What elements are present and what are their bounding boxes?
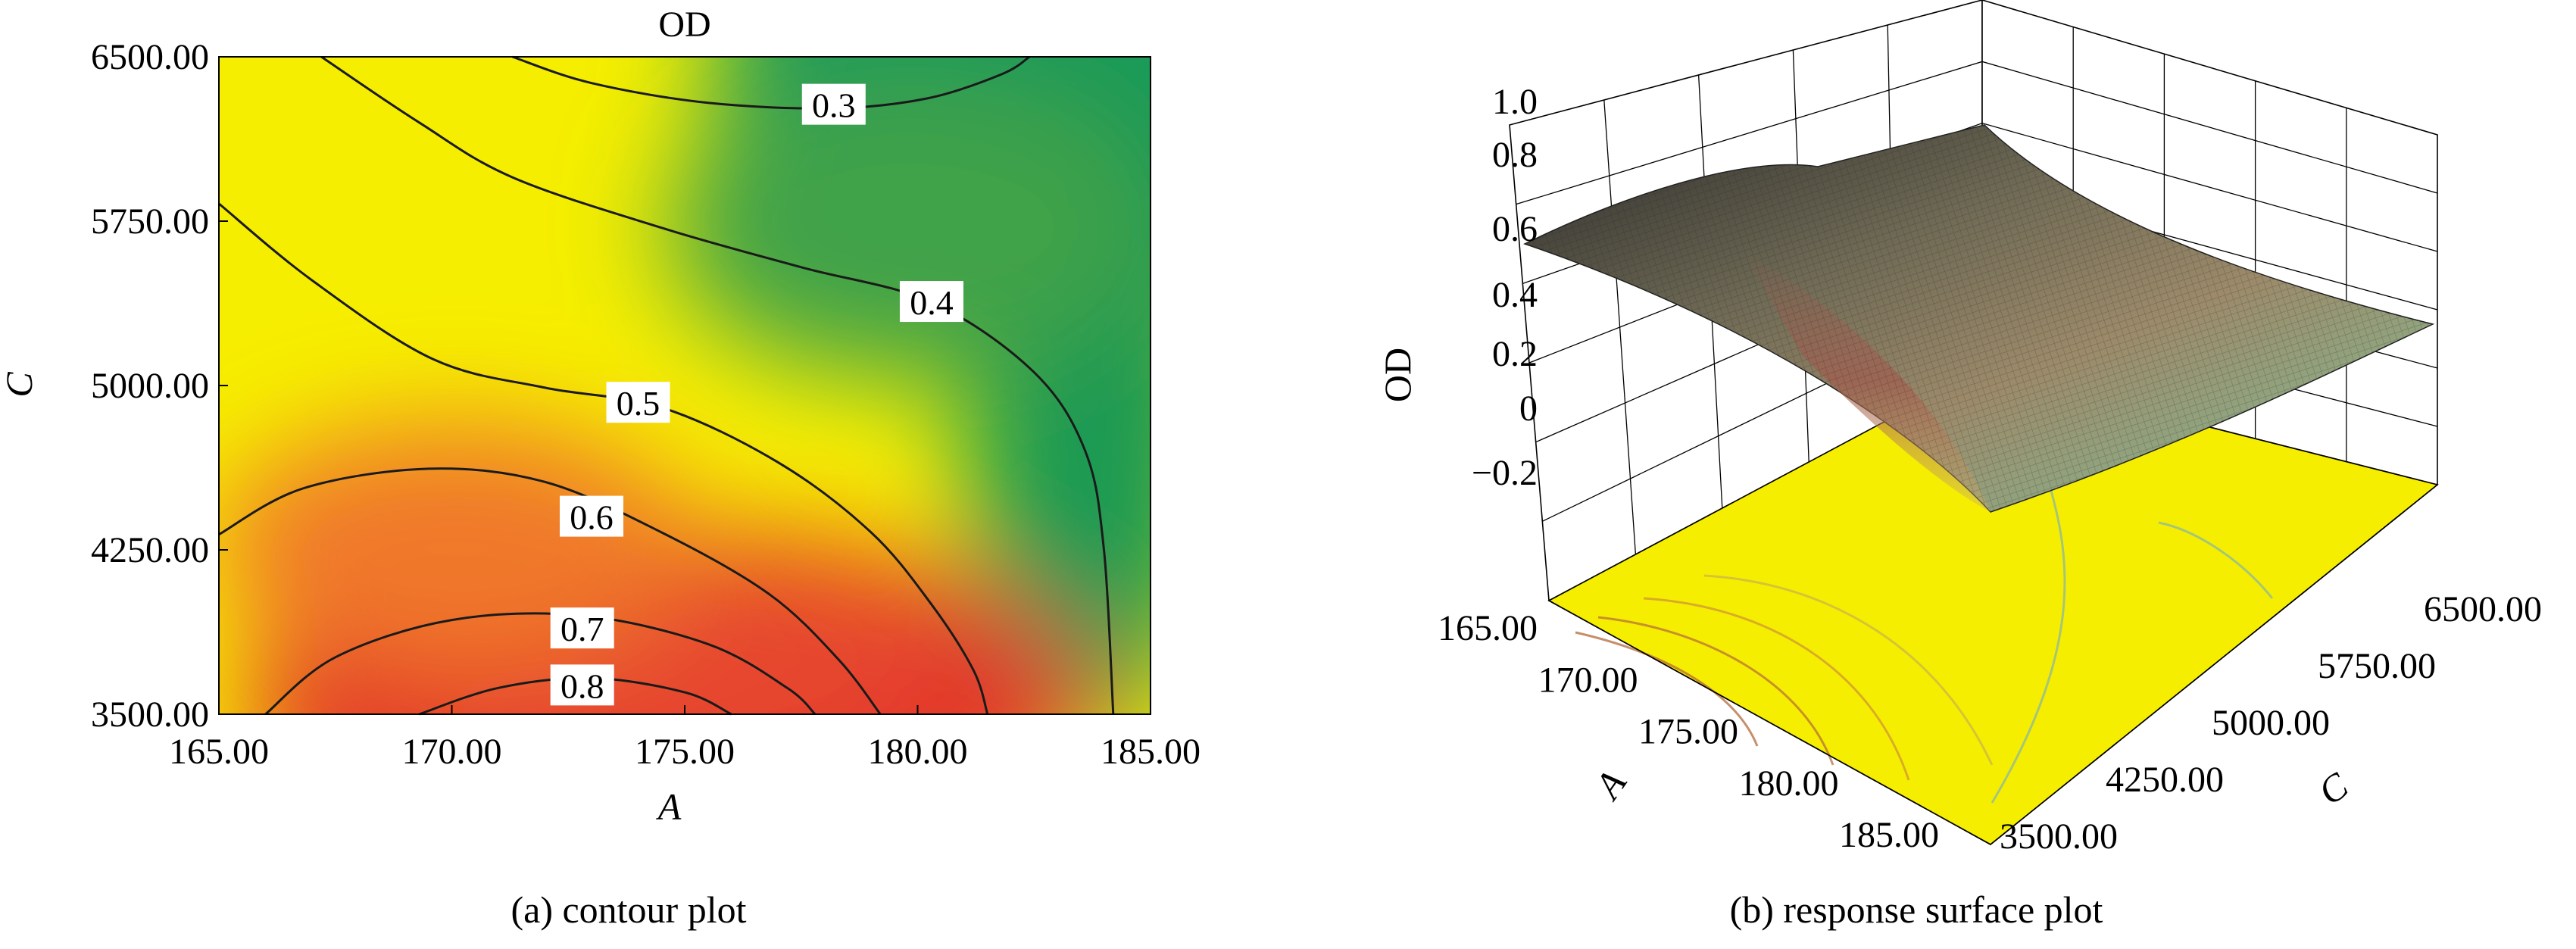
contour-level-label: 0.8 xyxy=(560,666,604,705)
contour-level-label: 0.4 xyxy=(910,283,954,322)
y-tick-label: 5000.00 xyxy=(91,366,209,406)
floor-projected-contours xyxy=(1575,469,2274,804)
contour-level-label: 0.7 xyxy=(560,610,604,648)
x-tick-label: 170.00 xyxy=(402,732,502,772)
x-tick-label: 180.00 xyxy=(868,732,968,772)
contour-label-box xyxy=(801,83,866,125)
y-tick-label: 4250.00 xyxy=(91,530,209,570)
y-tick-label: 5750.00 xyxy=(91,201,209,242)
contour-label-box xyxy=(606,382,670,423)
contour-y-tick-labels: 3500.00 4250.00 5000.00 5750.00 6500.00 xyxy=(91,37,228,735)
contour-y-axis-label: C xyxy=(0,372,40,398)
contour-line-0.5 xyxy=(218,202,989,715)
z-tick-label: 0.4 xyxy=(1492,275,1538,315)
wall-grid-line xyxy=(1603,99,1637,555)
contour-color-field xyxy=(219,57,1151,714)
surface-front-edge-right xyxy=(1990,484,2438,845)
surface-z-tick-labels: 1.0 0.8 0.6 0.4 0.2 0 −0.2 xyxy=(1472,82,1538,493)
contour-level-label: 0.3 xyxy=(812,86,856,125)
a-tick-label: 165.00 xyxy=(1438,608,1538,648)
a-tick-label: 185.00 xyxy=(1839,815,1939,855)
contour-label-box xyxy=(550,664,614,706)
z-tick-label: 0.2 xyxy=(1492,334,1538,374)
contour-plot: OD 0.3 0.4 0.5 0.6 0.7 0.8 165.00 170.00 175.00… xyxy=(0,5,1201,828)
c-tick-label: 5750.00 xyxy=(2318,646,2436,686)
x-tick-label: 165.00 xyxy=(169,732,269,772)
c-tick-label: 4250.00 xyxy=(2106,760,2224,800)
x-tick-label: 175.00 xyxy=(635,732,735,772)
surface-a-axis-label: A xyxy=(1585,762,1635,807)
a-tick-label: 170.00 xyxy=(1538,660,1638,700)
c-tick-label: 5000.00 xyxy=(2212,703,2330,743)
surface-c-axis-label: C xyxy=(2311,763,2356,813)
z-tick-label: 0 xyxy=(1519,389,1538,429)
surface-front-edge-left xyxy=(1548,600,1991,845)
contour-label-box xyxy=(560,495,623,537)
z-tick-label: −0.2 xyxy=(1472,453,1538,493)
c-tick-label: 3500.00 xyxy=(2000,816,2118,857)
contour-label-box xyxy=(550,607,614,649)
z-tick-label: 1.0 xyxy=(1492,82,1538,122)
x-tick-label: 185.00 xyxy=(1101,732,1201,772)
c-tick-label: 6500.00 xyxy=(2424,589,2542,629)
contour-level-label: 0.6 xyxy=(570,498,614,537)
contour-level-labels: 0.3 0.4 0.5 0.6 0.7 0.8 xyxy=(550,83,963,706)
surface-z-axis-label: OD xyxy=(1376,348,1419,402)
contour-x-axis-label: A xyxy=(656,785,682,828)
y-tick-label: 3500.00 xyxy=(91,695,209,735)
contour-label-box xyxy=(899,281,963,323)
y-tick-label: 6500.00 xyxy=(91,37,209,77)
caption-contour-plot: (a) contour plot xyxy=(511,888,747,931)
contour-line-0.4 xyxy=(320,55,1115,715)
a-tick-label: 175.00 xyxy=(1638,712,1738,752)
z-tick-label: 0.6 xyxy=(1492,209,1538,249)
surface-mesh xyxy=(1525,125,2433,512)
response-surface-plot: 1.00.80.60.40.20−0.2 165.00170.00175.001… xyxy=(1376,0,2542,857)
a-tick-label: 180.00 xyxy=(1739,763,1839,804)
contour-title: OD xyxy=(658,5,710,45)
contour-x-tick-labels: 165.00 170.00 175.00 180.00 185.00 xyxy=(169,705,1201,772)
z-tick-label: 0.8 xyxy=(1492,135,1538,175)
z-grid-line xyxy=(1516,61,2438,205)
surface-c-tick-labels: 3500.00 4250.00 5000.00 5750.00 6500.00 xyxy=(2000,589,2542,857)
caption-response-surface-plot: (b) response surface plot xyxy=(1729,888,2103,931)
contour-level-label: 0.5 xyxy=(617,384,660,423)
